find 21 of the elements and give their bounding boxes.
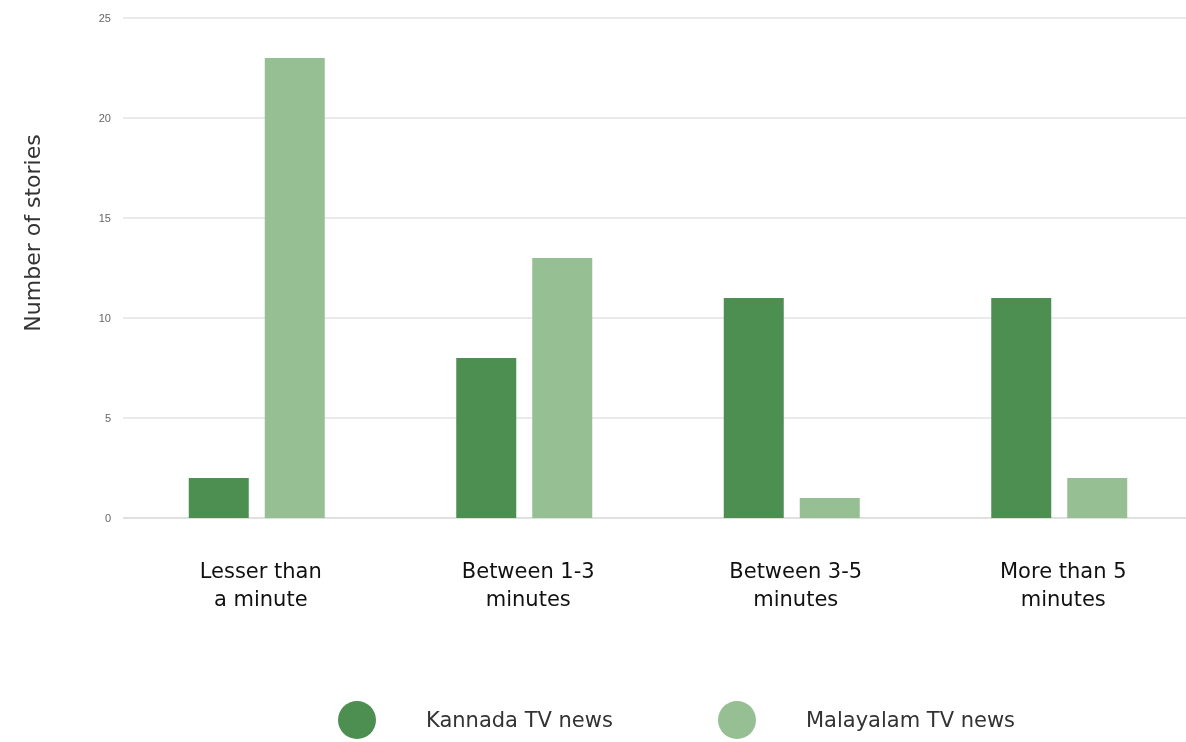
x-tick-label: More than 5 minutes	[1000, 559, 1127, 611]
bar	[188, 478, 249, 518]
bar	[991, 298, 1052, 518]
x-tick-label: Between 3-5 minutes	[729, 559, 863, 611]
y-tick-label: 10	[98, 312, 111, 325]
y-tick-label: 15	[98, 212, 111, 225]
y-tick-label: 0	[104, 512, 111, 525]
y-tick-label: 25	[98, 12, 111, 25]
legend-label: Malayalam TV news	[806, 708, 1016, 732]
bar	[1067, 478, 1128, 518]
x-tick-label: Between 1-3 minutes	[461, 559, 595, 611]
y-axis-title: Number of stories	[20, 134, 45, 332]
y-tick-label: 5	[104, 412, 111, 425]
bar	[456, 358, 517, 518]
legend-label: Kannada TV news	[426, 708, 613, 732]
bar	[799, 498, 860, 518]
bar	[723, 298, 784, 518]
bar	[532, 258, 593, 518]
y-tick-label: 20	[98, 112, 111, 125]
x-tick-label: Lesser than a minute	[199, 559, 322, 611]
bar	[264, 58, 325, 518]
